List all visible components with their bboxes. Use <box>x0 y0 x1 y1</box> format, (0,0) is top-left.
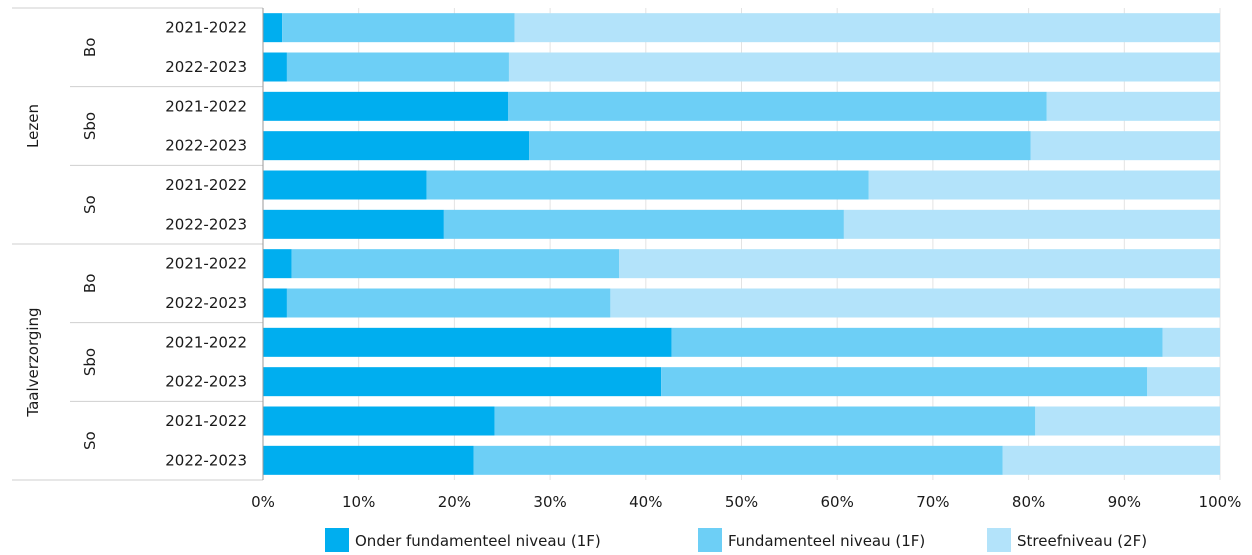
bar-segment <box>263 91 508 121</box>
x-tick-label: 60% <box>821 493 854 511</box>
bar-segment <box>263 170 427 200</box>
x-tick-label: 90% <box>1108 493 1141 511</box>
legend-label: Fundamenteel niveau (1F) <box>728 532 925 550</box>
bar-segment <box>508 52 1221 82</box>
bar-segment <box>610 288 1220 318</box>
x-tick-label: 30% <box>533 493 566 511</box>
axes: 0% 10% 20% 30% 40% 50% 60% 70% 80% 90% 100% <box>12 7 1242 511</box>
year-label: 2021-2022 <box>165 255 247 273</box>
bar-segment <box>473 445 1003 475</box>
bar-segment <box>661 367 1148 397</box>
school-type-label: Sbo <box>81 112 99 140</box>
legend-swatch <box>325 528 349 552</box>
x-tick-label: 10% <box>342 493 375 511</box>
legend-label: Onder fundamenteel niveau (1F) <box>355 532 601 550</box>
bar-segment <box>494 406 1036 436</box>
bar-segment <box>263 13 283 43</box>
legend-swatch <box>698 528 722 552</box>
x-tick-label: 20% <box>438 493 471 511</box>
bar-segment <box>1035 406 1220 436</box>
legend-swatch <box>987 528 1011 552</box>
bar-segment <box>1002 445 1220 475</box>
bar-segment <box>282 13 515 43</box>
year-label: 2021-2022 <box>165 97 247 115</box>
subject-label: Taalverzorging <box>24 307 42 417</box>
school-type-label: So <box>81 195 99 214</box>
year-label: 2022-2023 <box>165 58 247 76</box>
year-label: 2021-2022 <box>165 19 247 37</box>
grid-lines <box>358 8 1221 480</box>
bar-segment <box>263 445 474 475</box>
year-label: 2022-2023 <box>165 215 247 233</box>
bar-segment <box>263 327 672 357</box>
bar-segment <box>868 170 1220 200</box>
school-type-label: So <box>81 431 99 450</box>
bar-segment <box>286 52 509 82</box>
bar-segment <box>286 288 611 318</box>
bar-segment <box>263 406 495 436</box>
bar-segment <box>263 249 292 279</box>
bar-segment <box>263 209 444 239</box>
year-label: 2022-2023 <box>165 294 247 312</box>
x-tick-label: 70% <box>916 493 949 511</box>
x-tick-label: 100% <box>1199 493 1242 511</box>
x-tick-label: 80% <box>1012 493 1045 511</box>
school-type-label: Bo <box>81 38 99 57</box>
bars <box>263 13 1221 475</box>
year-label: 2021-2022 <box>165 176 247 194</box>
bar-segment <box>1046 91 1220 121</box>
bar-segment <box>443 209 844 239</box>
bar-segment <box>263 288 287 318</box>
bar-segment <box>426 170 869 200</box>
legend-label: Streefniveau (2F) <box>1017 532 1147 550</box>
category-labels: 2021-2022 2022-2023 Bo 2021-2022 2022-2023 Sb… <box>24 19 247 470</box>
bar-segment <box>1147 367 1220 397</box>
year-label: 2021-2022 <box>165 333 247 351</box>
legend: Onder fundamenteel niveau (1F) Fundamente… <box>325 528 1147 552</box>
x-tick-label: 0% <box>251 493 275 511</box>
bar-segment <box>514 13 1220 43</box>
school-type-label: Sbo <box>81 348 99 376</box>
bar-segment <box>263 131 530 161</box>
year-label: 2022-2023 <box>165 451 247 469</box>
school-type-label: Bo <box>81 274 99 293</box>
bar-segment <box>671 327 1163 357</box>
x-tick-label: 50% <box>725 493 758 511</box>
bar-segment <box>843 209 1220 239</box>
year-label: 2022-2023 <box>165 137 247 155</box>
bar-segment <box>619 249 1220 279</box>
year-label: 2022-2023 <box>165 373 247 391</box>
bar-segment <box>291 249 620 279</box>
bar-segment <box>263 52 287 82</box>
bar-segment <box>263 367 662 397</box>
bar-segment <box>1030 131 1220 161</box>
bar-segment <box>529 131 1031 161</box>
year-label: 2021-2022 <box>165 412 247 430</box>
bar-segment <box>507 91 1047 121</box>
subject-label: Lezen <box>24 104 42 148</box>
x-tick-label: 40% <box>629 493 662 511</box>
bar-segment <box>1162 327 1220 357</box>
